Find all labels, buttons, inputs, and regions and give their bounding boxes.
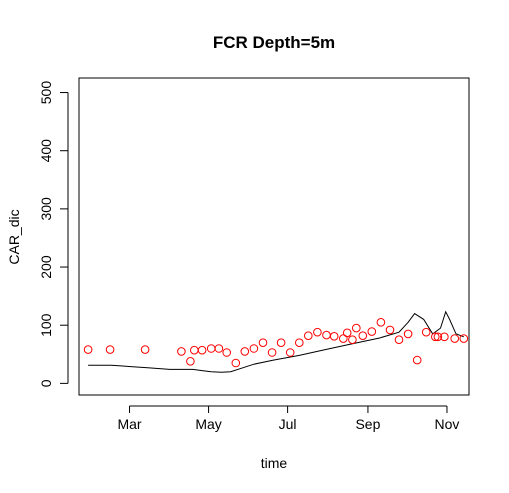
observed-point bbox=[240, 347, 250, 356]
observed-point bbox=[276, 338, 286, 348]
y-tick-label: 400 bbox=[38, 139, 54, 163]
x-axis-label: time bbox=[261, 455, 288, 471]
observed-points-series bbox=[83, 318, 469, 368]
observed-point bbox=[222, 348, 231, 357]
observed-point bbox=[358, 331, 368, 341]
observed-point bbox=[267, 348, 277, 357]
x-tick-label: Sep bbox=[355, 416, 380, 432]
observed-point bbox=[313, 327, 322, 337]
x-tick-label: Mar bbox=[117, 416, 141, 432]
observed-point bbox=[412, 355, 422, 365]
observed-point bbox=[421, 327, 431, 337]
observed-point bbox=[376, 318, 386, 327]
observed-point bbox=[186, 357, 195, 366]
x-tick-label: Nov bbox=[435, 416, 460, 432]
observed-point bbox=[339, 334, 348, 343]
observed-point bbox=[433, 332, 443, 342]
observed-point bbox=[214, 344, 224, 353]
y-tick-label: 300 bbox=[38, 197, 54, 221]
y-tick-label: 500 bbox=[38, 81, 54, 105]
observed-point bbox=[249, 344, 259, 353]
model-line-series bbox=[88, 310, 464, 373]
y-axis: 0 100 200 300 400 500 bbox=[38, 81, 69, 387]
observed-point bbox=[177, 347, 186, 356]
y-axis-label: CAR_dic bbox=[6, 209, 22, 264]
observed-point bbox=[105, 345, 115, 354]
observed-point bbox=[352, 323, 361, 333]
y-tick-label: 0 bbox=[38, 379, 54, 387]
observed-point bbox=[348, 335, 357, 345]
observed-point bbox=[385, 325, 395, 335]
observed-point bbox=[231, 358, 241, 368]
observed-point bbox=[342, 328, 352, 338]
x-tick-label: May bbox=[195, 416, 221, 432]
observed-point bbox=[329, 332, 339, 341]
model-line bbox=[88, 310, 464, 373]
x-tick-label: Jul bbox=[279, 416, 297, 432]
plot-frame bbox=[78, 77, 470, 396]
observed-point bbox=[140, 345, 150, 354]
observed-point bbox=[304, 331, 313, 341]
observed-point bbox=[197, 345, 207, 355]
observed-point bbox=[403, 329, 413, 339]
y-tick-label: 100 bbox=[38, 313, 54, 337]
observed-point bbox=[367, 327, 377, 336]
observed-point bbox=[431, 332, 440, 342]
chart-title: FCR Depth=5m bbox=[213, 33, 335, 52]
observed-point bbox=[450, 334, 460, 343]
x-axis: Mar May Jul Sep Nov bbox=[117, 405, 460, 432]
y-tick-label: 200 bbox=[38, 255, 54, 279]
observed-point bbox=[83, 345, 93, 354]
observed-point bbox=[394, 335, 404, 345]
observed-point bbox=[258, 338, 268, 348]
observed-point bbox=[285, 348, 295, 357]
observed-point bbox=[295, 338, 304, 348]
observed-point bbox=[440, 332, 449, 342]
observed-point bbox=[459, 334, 469, 343]
